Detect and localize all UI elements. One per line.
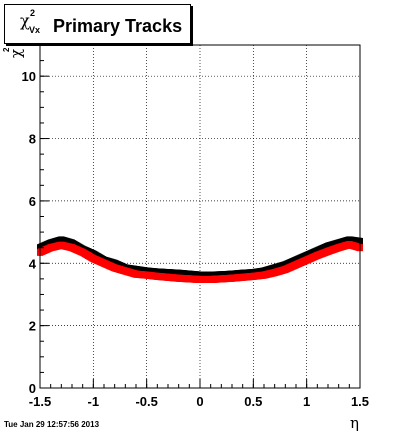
series-1 bbox=[37, 241, 363, 283]
x-tick-label: 0 bbox=[196, 394, 203, 409]
timestamp: Tue Jan 29 12:57:56 2013 bbox=[4, 420, 100, 429]
y-tick-label: 10 bbox=[22, 69, 36, 84]
chart-title: Primary Tracks bbox=[53, 16, 183, 36]
x-tick-label: 1 bbox=[303, 394, 310, 409]
y-tick-label: 4 bbox=[29, 256, 37, 271]
title-chi-symbol: χ bbox=[20, 11, 30, 30]
title-superscript: 2 bbox=[30, 8, 36, 18]
axes: -1.5 -1 -0.5 0 0.5 1 1.5 0 2 4 6 8 10 bbox=[22, 44, 369, 409]
y-tick-label: 0 bbox=[29, 381, 36, 396]
y-axis-label-superscript: 2 bbox=[2, 47, 11, 52]
title-subscript: Vx bbox=[29, 25, 41, 35]
title-box: χ 2 Vx Primary Tracks bbox=[4, 4, 191, 44]
x-tick-label: 1.5 bbox=[351, 394, 369, 409]
y-tick-label: 8 bbox=[29, 132, 36, 147]
series-layer bbox=[37, 236, 363, 283]
y-tick-label: 6 bbox=[29, 194, 36, 209]
x-tick-label: -1.5 bbox=[29, 394, 51, 409]
x-tick-label: -0.5 bbox=[135, 394, 157, 409]
y-tick-label: 2 bbox=[29, 319, 36, 334]
x-tick-label: -1 bbox=[88, 394, 100, 409]
x-tick-label: 0.5 bbox=[244, 394, 262, 409]
grid bbox=[39, 45, 361, 389]
x-axis-label: η bbox=[350, 414, 359, 432]
